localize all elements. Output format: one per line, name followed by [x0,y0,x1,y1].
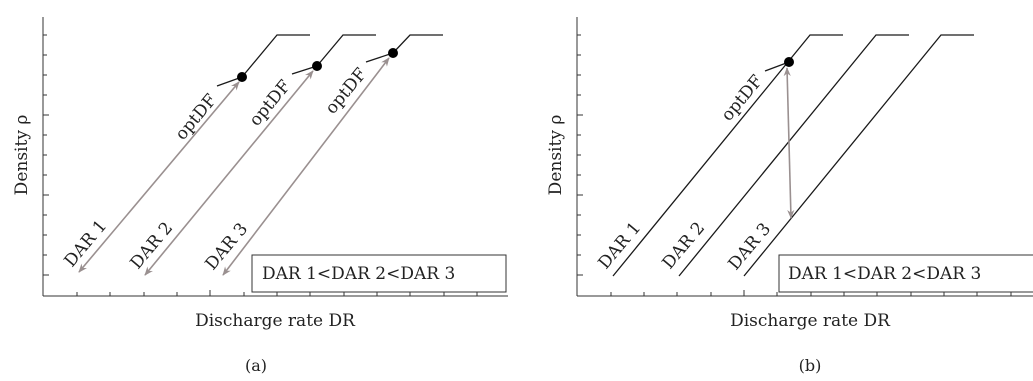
caption-b: (b) [799,356,822,375]
panel-b: DAR 1 DAR 2 DAR 3 optDF DAR 1<DAR 2<DAR … [546,17,1033,375]
caption-a: (a) [245,356,267,375]
curve-dar-1 [241,34,310,78]
opt-point-2 [312,61,322,71]
curve-dar-1 [612,34,843,277]
opt-point-3 [388,48,398,58]
y-axis-label: Density ρ [12,115,32,196]
y-ticks [43,34,49,276]
curve-dar-2 [316,34,376,67]
curve-dar-3 [743,34,974,277]
arrow-vertical [783,67,795,219]
x-ticks [610,290,1012,296]
y-ticks [577,34,583,276]
legend-box [778,254,1033,293]
legend-text: DAR 1<DAR 2<DAR 3 [788,264,981,284]
legend-text: DAR 1<DAR 2<DAR 3 [262,264,455,284]
legend-box [251,254,507,293]
curve-dar-2 [678,34,909,277]
label-optdf-1: optDF [172,90,222,144]
x-axis-label: Discharge rate DR [730,311,891,331]
opt-point-1 [237,72,247,82]
arrow-dar-3 [222,57,390,276]
x-ticks [76,290,478,296]
opt-point-1 [784,57,794,67]
panel-a: DAR 1 DAR 2 DAR 3 optDF optDF optDF DAR … [12,17,508,375]
x-axis-label: Discharge rate DR [195,311,356,331]
curve-dar-3 [392,34,443,54]
label-dar-2: DAR 2 [659,218,710,273]
y-axis-label: Density ρ [546,115,566,196]
